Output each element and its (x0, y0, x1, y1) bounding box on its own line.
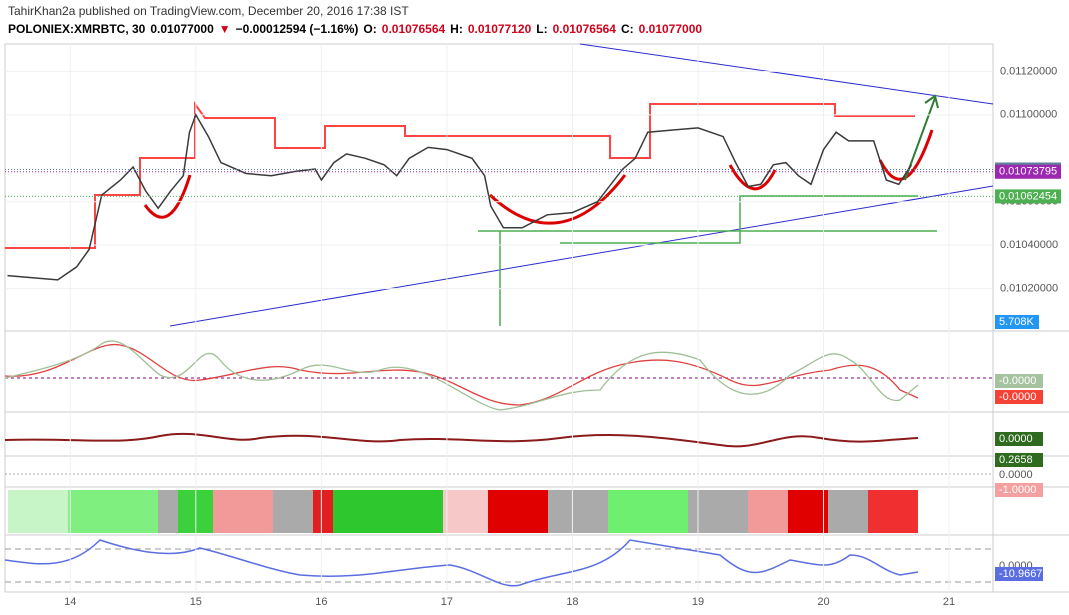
ohlc-part: ▼ (218, 22, 231, 36)
y-tick-label: 0.01100000 (1000, 109, 1057, 121)
drawings (4, 43, 994, 587)
y-tick-label: 0.01040000 (1000, 239, 1058, 251)
indicator-label: -10.9667 (999, 568, 1042, 580)
heatmap-strip (8, 490, 918, 533)
y-tick-label: 0.01120000 (1000, 65, 1057, 77)
ohlc-part: POLONIEX:XMRBTC, 30 (8, 22, 146, 36)
ohlc-part: 0.01077000 (150, 22, 214, 36)
x-tick-label: 19 (692, 596, 704, 608)
ohlc-part: −0.00012594 (−1.16%) (235, 22, 359, 36)
indicator-label: 0.2658 (999, 454, 1033, 466)
panel-separators (5, 330, 1069, 593)
x-tick-label: 15 (190, 596, 202, 608)
ohlc-part: C: (620, 22, 634, 36)
ohlc-part: 0.01076564 (381, 22, 446, 36)
indicator-box (995, 567, 1043, 581)
x-tick-label: 16 (315, 596, 327, 608)
ohlc-line: POLONIEX:XMRBTC, 30 0.01077000 ▼ −0.0001259… (8, 22, 707, 36)
indicator-label: -0.0000 (999, 375, 1036, 387)
ohlc-part: 0.01077000 (638, 22, 703, 36)
x-tick-label: 20 (817, 596, 829, 608)
price-marker-label: 0.01073795 (999, 166, 1057, 178)
indicator-box (995, 390, 1043, 404)
x-tick-label: 17 (441, 596, 453, 608)
publish-line: TahirKhan2a published on TradingView.com… (8, 4, 409, 18)
indicator-label: 0.0000 (999, 433, 1033, 445)
indicator-box (995, 374, 1043, 388)
ohlc-part: O: (363, 22, 377, 36)
indicator-box (995, 432, 1043, 446)
x-tick-label: 21 (943, 596, 955, 608)
price-marker-box (995, 189, 1061, 204)
ohlc-part: 0.01076564 (552, 22, 616, 36)
volume-label: 5.708K (999, 316, 1035, 328)
ohlc-part: L: (536, 22, 548, 36)
indicator-box (995, 483, 1043, 497)
price-marker-box (995, 164, 1061, 179)
ohlc-part: H: (450, 22, 463, 36)
x-tick-label: 18 (566, 596, 578, 608)
volume-box (995, 315, 1039, 329)
indicator-label: 0.0000 (999, 469, 1033, 481)
indicator-box (995, 453, 1043, 467)
indicator-label: -1.0000 (999, 484, 1036, 496)
x-tick-label: 14 (64, 596, 76, 608)
price-line (7, 113, 913, 281)
price-marker-label: 0.01062454 (999, 190, 1057, 202)
indicator-label: -0.0000 (999, 391, 1036, 403)
y-tick-label: 0.01020000 (1000, 283, 1058, 295)
ohlc-part: 0.01077120 (467, 22, 532, 36)
